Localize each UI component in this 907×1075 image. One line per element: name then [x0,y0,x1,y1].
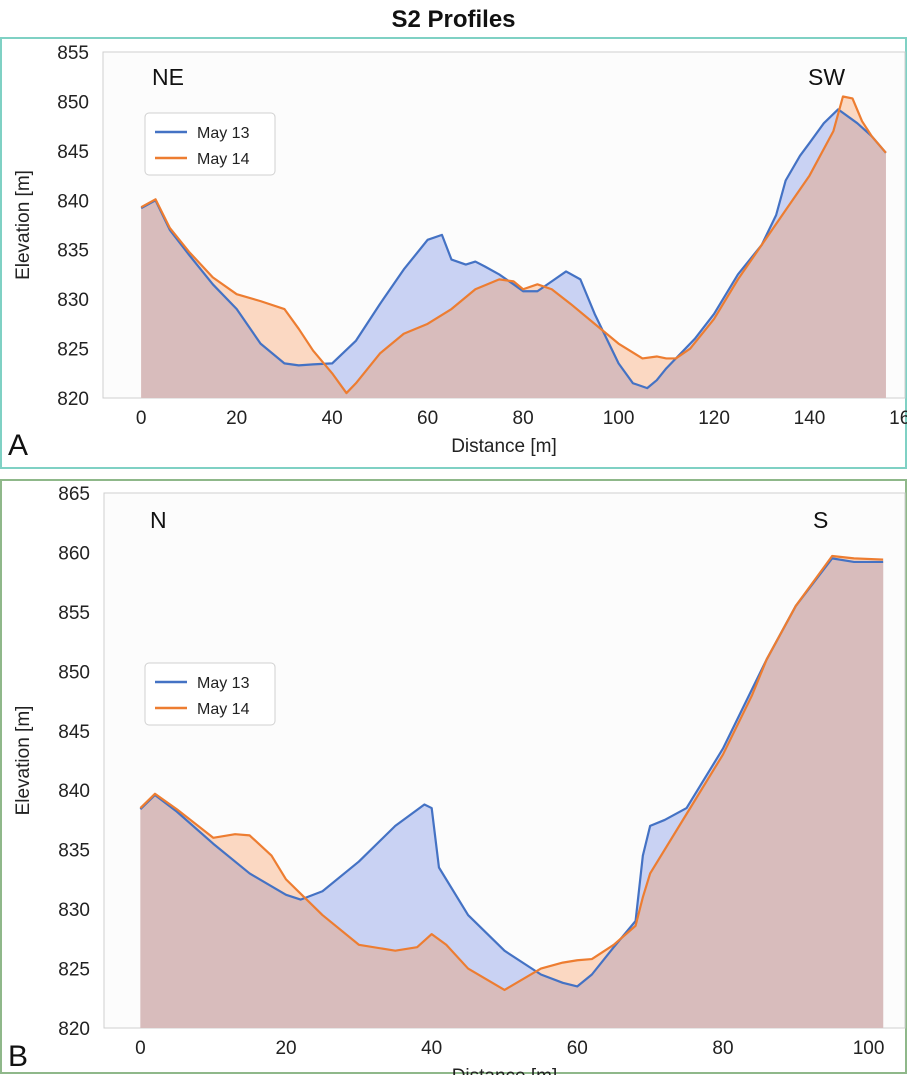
y-tick-label: 850 [57,92,89,113]
y-tick-label: 835 [58,841,90,862]
direction-label-right: SW [808,64,845,90]
panel-b: 820 825 830 835 840 845 850 855 860 865 0 20 40 60 80 1… [0,478,907,1075]
x-tick-label: 80 [712,1038,733,1059]
y-axis-label: Elevation [m] [13,170,34,280]
panel-frame [0,37,907,469]
y-tick-label: 830 [57,290,89,311]
x-tick-label: 20 [226,408,247,429]
x-tick-label: 20 [275,1038,296,1059]
y-tick-label: 825 [57,340,89,361]
y-tick-label: 855 [58,603,90,624]
panel-frame [0,479,907,1074]
x-axis-label: Distance [m] [452,1066,558,1075]
direction-label-left: NE [152,64,184,90]
y-tick-label: 840 [58,781,90,802]
series-line-may14 [139,554,884,992]
x-tick-label: 80 [513,408,534,429]
y-tick-label: 835 [57,241,89,262]
legend: May 13 May 14 [144,662,276,726]
y-tick-label: 855 [57,43,89,64]
panel-letter: B [8,1040,28,1073]
x-tick-label: 140 [794,408,826,429]
x-tick-label: 0 [135,1038,146,1059]
y-axis-label: Elevation [m] [13,706,34,816]
x-axis-label: Distance [m] [451,436,557,457]
x-tick-label: 40 [421,1038,442,1059]
fill-overlap [141,110,886,398]
legend-label: May 13 [197,675,250,692]
x-tick-label: 60 [417,408,438,429]
x-tick-label: 60 [567,1038,588,1059]
panel-a: 820 825 830 835 840 845 850 855 0 20 40 60 80 100 120 1… [0,30,907,470]
x-tick-label: 120 [698,408,730,429]
y-tick-label: 820 [57,389,89,410]
direction-label-right: S [813,507,828,533]
y-tick-label: 845 [57,142,89,163]
legend-box [144,662,276,726]
legend: May 13 May 14 [144,112,276,176]
y-tick-label: 850 [58,662,90,683]
y-tick-label: 865 [58,484,90,505]
y-tick-label: 825 [58,960,90,981]
legend-label: May 14 [197,151,250,168]
legend-label: May 13 [197,125,250,142]
x-tick-label: 40 [322,408,343,429]
direction-label-left: N [150,507,167,533]
profile-chart-b: 820 825 830 835 840 845 850 855 860 865 0 20 40 60 80 1… [0,479,907,1075]
y-tick-label: 845 [58,722,90,743]
legend-label: May 14 [197,701,250,718]
y-tick-label: 860 [58,543,90,564]
y-tick-label: 840 [57,191,89,212]
y-tick-label: 830 [58,900,90,921]
figure-title: S2 Profiles [391,6,516,33]
profile-chart-a: 820 825 830 835 840 845 850 855 0 20 40 60 80 100 120 1… [0,37,907,469]
series-line-may14 [140,95,887,395]
fill-overlap [140,558,884,1028]
y-tick-label: 820 [58,1019,90,1040]
panel-letter: A [8,429,28,462]
series-line-may13 [139,557,884,988]
x-tick-label: 100 [853,1038,885,1059]
x-tick-label: 160 [889,408,907,429]
x-tick-label: 0 [136,408,147,429]
x-tick-label: 100 [603,408,635,429]
legend-box [144,112,276,176]
